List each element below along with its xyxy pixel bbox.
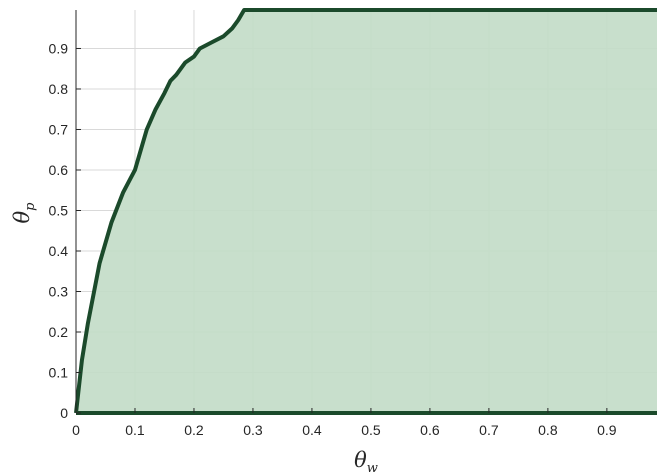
y-tick-label: 0.7	[49, 121, 69, 137]
y-tick-label: 0.6	[49, 162, 69, 178]
x-tick-label: 0.2	[184, 422, 204, 438]
feasible-region-fill	[76, 10, 657, 413]
y-axis-label: θp	[10, 202, 38, 224]
x-tick-labels: 0 0.1 0.2 0.3 0.4 0.5 0.6 0.7 0.8 0.9	[72, 422, 617, 438]
axes	[75, 10, 657, 415]
x-tick-label: 0	[72, 422, 80, 438]
x-tick-label: 0.1	[125, 422, 145, 438]
x-tick-label: 0.8	[538, 422, 558, 438]
y-tick-label: 0.3	[49, 283, 69, 299]
y-tick-label: 0.1	[49, 364, 69, 380]
x-axis-label: θw	[354, 448, 378, 472]
y-tick-label: 0.9	[49, 40, 69, 56]
y-tick-labels: 0 0.1 0.2 0.3 0.4 0.5 0.6 0.7 0.8 0.9	[49, 40, 69, 421]
x-tick-label: 0.7	[479, 422, 499, 438]
y-tick-label: 0	[60, 405, 68, 421]
y-tick-label: 0.5	[49, 202, 69, 218]
y-tick-label: 0.2	[49, 324, 69, 340]
y-tick-label: 0.4	[49, 243, 69, 259]
x-tick-label: 0.6	[420, 422, 440, 438]
x-tick-label: 0.4	[302, 422, 322, 438]
boundary-line	[74, 8, 657, 414]
x-tick-label: 0.5	[361, 422, 381, 438]
x-tick-label: 0.3	[243, 422, 263, 438]
y-tick-label: 0.8	[49, 81, 69, 97]
x-tick-label: 0.9	[597, 422, 617, 438]
